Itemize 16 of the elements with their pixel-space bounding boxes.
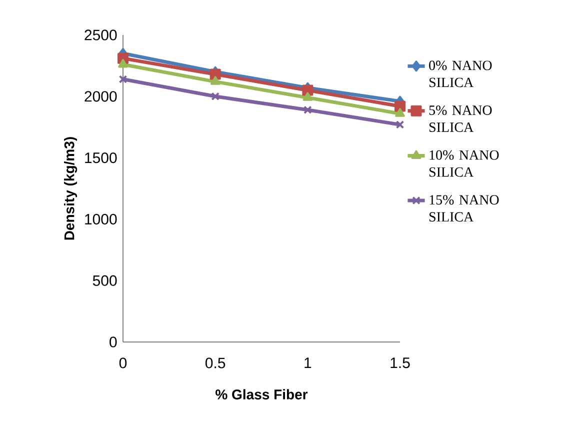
y-tick-label: 2500 — [84, 30, 117, 40]
x-tick-label: 0 — [119, 358, 127, 368]
x-tick-label: 0.5 — [205, 358, 226, 368]
y-tick-label: 1000 — [85, 214, 117, 225]
legend-label: 5% NANO SILICA — [429, 105, 492, 132]
y-tick-label: 2000 — [84, 91, 117, 102]
legend-label: 0% NANO SILICA — [429, 60, 492, 88]
x-tick-label: 1 — [304, 358, 312, 368]
legend-label: 15% NANO SILICA — [429, 195, 499, 222]
y-tick-label: 1500 — [85, 152, 117, 164]
y-axis-title: Density (kg/m3) — [64, 137, 78, 240]
x-axis-title: % Glass Fiber — [216, 389, 308, 400]
y-tick-label: 500 — [92, 275, 117, 286]
legend-label: 10% NANO SILICA — [429, 150, 499, 177]
y-tick-label: 0 — [110, 336, 117, 348]
x-tick-label: 1.5 — [390, 358, 410, 368]
